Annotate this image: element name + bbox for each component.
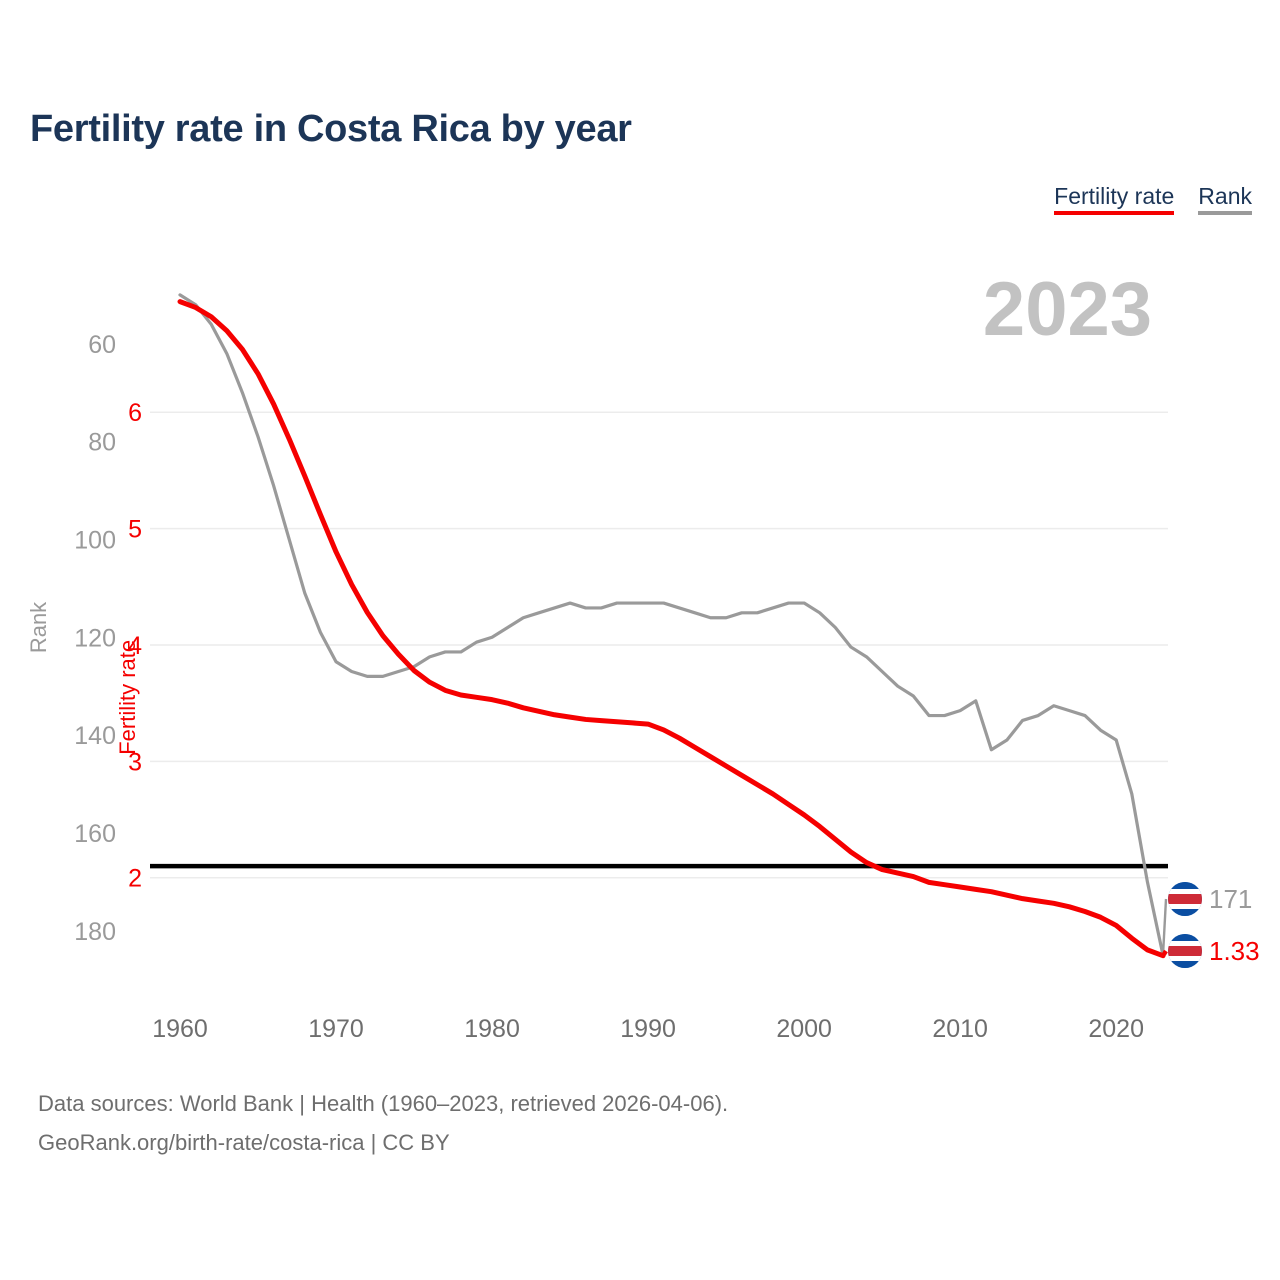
svg-text:1970: 1970: [308, 1015, 364, 1043]
svg-text:140: 140: [74, 722, 116, 750]
svg-text:60: 60: [88, 331, 116, 359]
svg-text:180: 180: [74, 918, 116, 946]
svg-text:5: 5: [128, 516, 142, 544]
costa-rica-flag-icon: [1168, 934, 1202, 968]
year-watermark: 2023: [982, 267, 1152, 352]
svg-text:4: 4: [128, 632, 142, 660]
x-axis-ticks: 1960 1970 1980 1990 2000 2010 2020: [152, 1015, 1144, 1043]
series-line-fertility-rate: [177, 299, 1166, 959]
footer-attribution: GeoRank.org/birth-rate/costa-rica | CC B…: [38, 1129, 450, 1155]
y-axis-ticks-rank: 60 80 100 120 140 160 180: [74, 331, 116, 946]
footer: Data sources: World Bank | Health (1960–…: [38, 1085, 728, 1162]
legend-swatch-fertility-rate: [1054, 211, 1175, 216]
svg-text:2000: 2000: [776, 1015, 832, 1043]
grid-lines: [150, 411, 1168, 879]
svg-text:160: 160: [74, 820, 116, 848]
svg-text:100: 100: [74, 526, 116, 554]
svg-text:Rank: Rank: [26, 601, 51, 653]
svg-text:120: 120: [74, 624, 116, 652]
costa-rica-flag-icon: [1168, 882, 1202, 916]
svg-text:2020: 2020: [1088, 1015, 1144, 1043]
svg-text:Fertility rate: Fertility rate: [115, 640, 140, 755]
series-line-rank: [178, 293, 1165, 957]
legend-swatch-rank: [1198, 211, 1252, 216]
legend: Fertility rate Rank: [1054, 183, 1252, 216]
svg-text:1980: 1980: [464, 1015, 520, 1043]
endpoint-rank: 171: [1168, 882, 1252, 916]
legend-label-rank: Rank: [1198, 183, 1252, 209]
svg-text:1990: 1990: [620, 1015, 676, 1043]
svg-text:3: 3: [128, 748, 142, 776]
footer-data-sources: Data sources: World Bank | Health (1960–…: [38, 1091, 729, 1116]
page-title: Fertility rate in Costa Rica by year: [30, 108, 632, 150]
legend-item-fertility-rate[interactable]: Fertility rate: [1054, 183, 1175, 216]
svg-text:80: 80: [88, 429, 116, 457]
endpoint-fertility: 1.33: [1168, 934, 1260, 968]
legend-item-rank[interactable]: Rank: [1198, 183, 1252, 216]
svg-text:6: 6: [128, 399, 142, 427]
svg-text:2010: 2010: [932, 1015, 988, 1043]
legend-label-fertility-rate: Fertility rate: [1054, 183, 1175, 209]
endpoint-leader-lines: [1161, 898, 1168, 957]
y-axis-ticks-fertility: 6 5 4 3 2: [128, 399, 142, 893]
axis-titles: Rank Fertility rate: [26, 601, 140, 755]
endpoint-fertility-value: 1.33: [1209, 935, 1260, 966]
endpoint-rank-value: 171: [1209, 883, 1253, 914]
svg-text:1960: 1960: [152, 1015, 208, 1043]
svg-text:2: 2: [128, 865, 142, 893]
